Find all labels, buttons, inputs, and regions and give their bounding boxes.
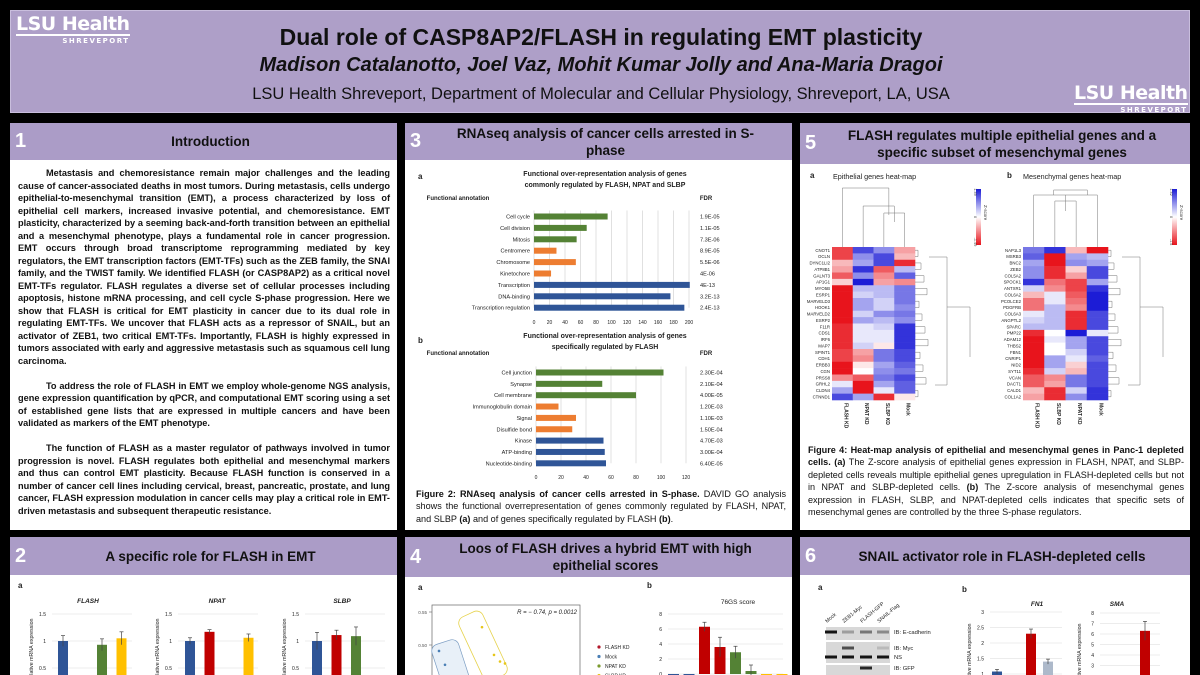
- section-header: 5 FLASH regulates multiple epithelial gen…: [800, 123, 1190, 164]
- section-header: 6 SNAIL activator role in FLASH-depleted …: [800, 537, 1190, 575]
- intro-paragraph: Metastasis and chemoresistance remain ma…: [18, 168, 390, 366]
- intro-text: Metastasis and chemoresistance remain ma…: [18, 167, 390, 530]
- caption-text: The Z-score analysis of mesenchymal gene…: [808, 482, 1184, 518]
- caption-ref: (b): [659, 513, 671, 524]
- caption-ref: (b): [966, 482, 979, 493]
- section-number: 1: [15, 130, 27, 152]
- section-title: Loos of FLASH drives a hybrid EMT with h…: [459, 541, 752, 573]
- section-number: 2: [15, 544, 27, 567]
- figure-4-caption: Figure 4: Heat-map analysis of epithelia…: [808, 444, 1184, 518]
- section-flash-emt: 2 A specific role for FLASH in EMT: [10, 537, 397, 675]
- section-header: 1 Introduction: [10, 123, 397, 160]
- logo-subtext: SHREVEPORT: [1120, 106, 1188, 114]
- section-number: 3: [410, 130, 422, 152]
- caption-ref: (a): [459, 513, 471, 524]
- logo-subtext: SHREVEPORT: [62, 37, 130, 45]
- section-title: FLASH regulates multiple epithelial gene…: [847, 127, 1157, 160]
- section-title: SNAIL activator role in FLASH-depleted c…: [858, 548, 1146, 564]
- intro-paragraph: To address the role of FLASH in EMT we e…: [18, 380, 390, 429]
- section-snail: 6 SNAIL activator role in FLASH-depleted …: [800, 537, 1190, 675]
- section-title: A specific role for FLASH in EMT: [105, 548, 316, 564]
- section-header: 4 Loos of FLASH drives a hybrid EMT with …: [405, 537, 792, 577]
- lsu-health-logo-left: LSU Health SHREVEPORT: [16, 14, 130, 45]
- poster-authors: Madison Catalanotto, Joel Vaz, Mohit Kum…: [11, 54, 1191, 77]
- first-author: Madison Catalanotto: [259, 54, 457, 76]
- affiliation: LSU Health Shreveport, Department of Mol…: [252, 85, 950, 103]
- section-title: RNAseq analysis of cancer cells arrested…: [456, 125, 755, 158]
- section-header: 2 A specific role for FLASH in EMT: [10, 537, 397, 575]
- logo-text: LSU Health: [1074, 82, 1188, 105]
- caption-text: DAVID GO analysis shows the functional o…: [416, 489, 787, 524]
- section-title: Introduction: [171, 134, 250, 149]
- co-authors: , Joel Vaz, Mohit Kumar Jolly and Ana-Ma…: [456, 54, 943, 76]
- poster-title: Dual role of CASP8AP2/FLASH in regulatin…: [279, 24, 923, 50]
- figure-2-caption: Figure 2: RNAseq analysis of cancer cell…: [416, 488, 786, 525]
- caption-text: and of genes specifically regulated by F…: [470, 513, 660, 524]
- caption-text: .: [670, 513, 674, 524]
- section-header: 3 RNAseq analysis of cancer cells arreste…: [405, 123, 792, 160]
- caption-title: Figure 4: Heat-map analysis of epithelia…: [808, 445, 1184, 468]
- section-hybrid-emt: 4 Loos of FLASH drives a hybrid EMT with …: [405, 537, 792, 675]
- intro-paragraph: The function of FLASH as a master regula…: [18, 443, 390, 516]
- section-number: 4: [410, 545, 422, 568]
- section-heatmaps: 5 FLASH regulates multiple epithelial gen…: [800, 123, 1190, 530]
- section-introduction: 1 Introduction Metastasis and chemoresist…: [10, 123, 397, 530]
- section-number: 6: [805, 544, 817, 567]
- caption-title: Figure 2: RNAseq analysis of cancer cell…: [416, 489, 700, 499]
- lsu-health-logo-right: LSU Health SHREVEPORT: [1074, 83, 1188, 114]
- caption-ref: (a): [834, 457, 846, 468]
- poster-header: LSU Health SHREVEPORT Dual role of CASP8…: [10, 10, 1191, 114]
- caption-text: The Z-score analysis of epithelial genes…: [808, 457, 1184, 493]
- logo-text: LSU Health: [16, 13, 130, 36]
- section-number: 5: [805, 132, 817, 154]
- section-rnaseq: 3 RNAseq analysis of cancer cells arreste…: [405, 123, 792, 530]
